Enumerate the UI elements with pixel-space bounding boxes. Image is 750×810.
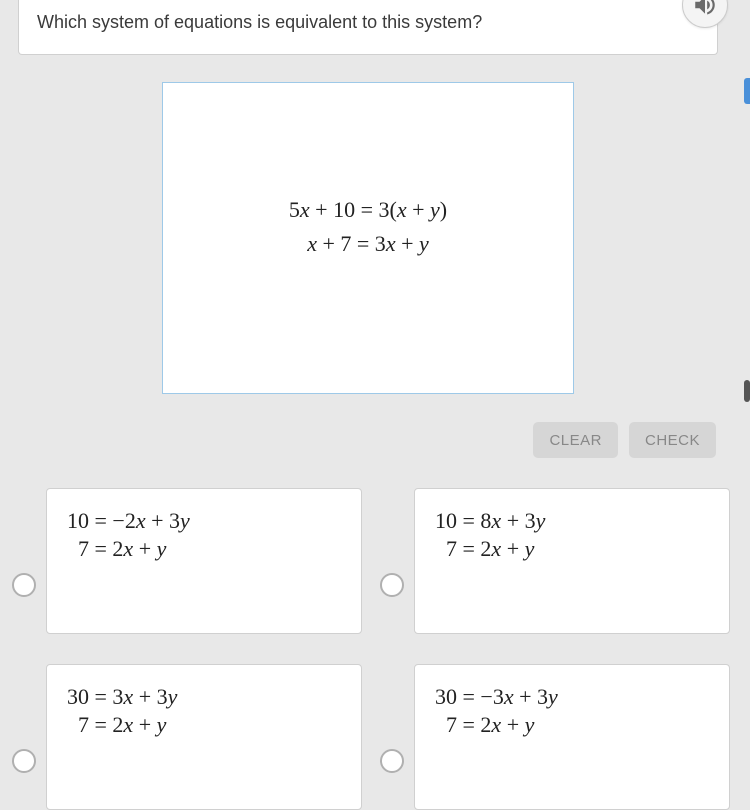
option-b: 10 = 8x + 3y 7 = 2x + y — [380, 488, 730, 634]
equation-panel: 5x + 10 = 3(x + y) x + 7 = 3x + y — [162, 82, 574, 394]
option-card-a[interactable]: 10 = −2x + 3y 7 = 2x + y — [46, 488, 362, 634]
option-d-line1: 30 = −3x + 3y — [435, 683, 709, 711]
radio-d[interactable] — [380, 749, 404, 773]
scroll-indicator-mid[interactable] — [744, 380, 750, 402]
option-c: 30 = 3x + 3y 7 = 2x + y — [12, 664, 362, 810]
speaker-icon — [692, 0, 718, 18]
option-b-line1: 10 = 8x + 3y — [435, 507, 709, 535]
equation-line-1: 5x + 10 = 3(x + y) — [289, 197, 447, 223]
radio-b[interactable] — [380, 573, 404, 597]
option-b-line2: 7 = 2x + y — [435, 535, 709, 563]
option-a-line1: 10 = −2x + 3y — [67, 507, 341, 535]
option-a-line2: 7 = 2x + y — [67, 535, 341, 563]
scroll-indicator-top[interactable] — [744, 78, 750, 104]
options-grid: 10 = −2x + 3y 7 = 2x + y 10 = 8x + 3y 7 … — [12, 488, 730, 810]
check-button[interactable]: CHECK — [629, 422, 716, 458]
equation-line-2: x + 7 = 3x + y — [307, 231, 429, 257]
option-card-c[interactable]: 30 = 3x + 3y 7 = 2x + y — [46, 664, 362, 810]
option-a: 10 = −2x + 3y 7 = 2x + y — [12, 488, 362, 634]
option-c-line1: 30 = 3x + 3y — [67, 683, 341, 711]
option-d-line2: 7 = 2x + y — [435, 711, 709, 739]
option-card-d[interactable]: 30 = −3x + 3y 7 = 2x + y — [414, 664, 730, 810]
action-buttons: CLEAR CHECK — [533, 422, 716, 458]
radio-c[interactable] — [12, 749, 36, 773]
question-container: Which system of equations is equivalent … — [18, 0, 718, 55]
question-text: Which system of equations is equivalent … — [37, 12, 699, 33]
radio-a[interactable] — [12, 573, 36, 597]
option-c-line2: 7 = 2x + y — [67, 711, 341, 739]
option-card-b[interactable]: 10 = 8x + 3y 7 = 2x + y — [414, 488, 730, 634]
clear-button[interactable]: CLEAR — [533, 422, 618, 458]
option-d: 30 = −3x + 3y 7 = 2x + y — [380, 664, 730, 810]
